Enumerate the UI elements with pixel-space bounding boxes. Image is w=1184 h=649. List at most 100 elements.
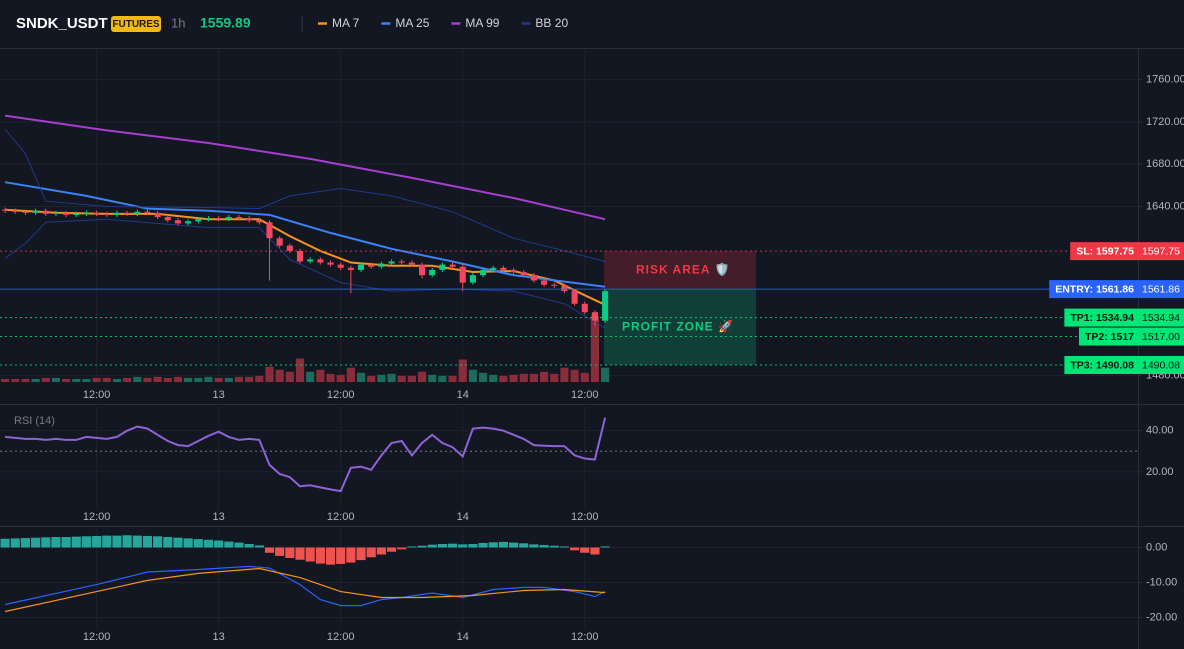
candle-body [591, 312, 598, 321]
candle-body [459, 266, 466, 283]
y-tick-label: 20.00 [1146, 466, 1174, 478]
macd-histogram [468, 544, 478, 548]
macd-histogram [81, 536, 92, 548]
macd-histogram [427, 544, 437, 548]
macd-histogram [580, 547, 590, 553]
candle-body [510, 269, 517, 273]
level-label: SL: 1597.75 [1076, 245, 1134, 257]
volume-bar [245, 376, 254, 382]
level-label-bg [1064, 355, 1138, 374]
volume-bar [31, 378, 40, 382]
macd-histogram [366, 547, 376, 558]
badge-bg [111, 16, 161, 32]
volume-bar [519, 373, 528, 382]
y-tick-label: 1680.00 [1146, 158, 1184, 170]
volume-bar [438, 375, 447, 382]
volume-bar [601, 367, 610, 382]
macd-histogram [20, 538, 31, 548]
x-tick-label: 13 [213, 389, 225, 401]
volume-bar [316, 369, 325, 382]
y-tick-label: 1720.00 [1146, 116, 1184, 128]
level-axis-bg [1138, 308, 1184, 327]
candle-body [541, 280, 548, 285]
macd-histogram [112, 535, 122, 548]
volume-bar [285, 371, 294, 382]
macd-histogram [224, 541, 234, 548]
macd-histogram [336, 547, 346, 564]
zone [604, 251, 756, 290]
volume-bar [570, 369, 579, 382]
x-tick-label: 12:00 [327, 511, 355, 523]
rsi-line [5, 417, 607, 493]
volume-bar [407, 375, 416, 382]
volume-bar [478, 372, 488, 382]
candle-body [205, 218, 212, 220]
volume-bar [377, 374, 386, 382]
volume-bar [560, 367, 569, 382]
y-tick-label: 1640.00 [1146, 200, 1184, 212]
macd-histogram [488, 542, 498, 548]
macd-histogram [325, 547, 336, 565]
volume-bar [62, 378, 71, 382]
level-label-bg [1049, 280, 1138, 299]
level-axis-bg [1138, 242, 1184, 261]
volume-bar [255, 375, 264, 382]
macd-histogram [295, 547, 305, 560]
y-tick-label: 0.00 [1146, 541, 1167, 553]
x-tick-label: 12:00 [327, 389, 355, 401]
macd-histogram [142, 535, 153, 548]
macd-histogram [508, 542, 519, 548]
candle-body [93, 212, 100, 214]
volume-bar [346, 367, 355, 382]
volume-bar [448, 375, 457, 382]
macd-histogram [264, 547, 275, 553]
legend-label: MA 99 [465, 16, 499, 30]
macd-histogram [315, 547, 325, 564]
macd-histogram [407, 546, 417, 548]
candle-body [2, 209, 9, 211]
candle-body [500, 267, 507, 270]
volume-bar [41, 377, 50, 382]
macd-histogram [590, 547, 600, 555]
volume-bar [123, 377, 132, 382]
zone-label: RISK AREA 🛡️ [636, 262, 730, 276]
x-tick-label: 12:00 [571, 389, 599, 401]
last-price: 1559.89 [200, 15, 251, 31]
level-tag: 1561.86 ENTRY: 1561.86 [1049, 280, 1184, 299]
level-axis-label: 1597.75 [1142, 245, 1180, 257]
zone-label: PROFIT ZONE 🚀 [622, 319, 734, 333]
candle-body [256, 220, 263, 223]
macd-histogram [559, 546, 569, 548]
candle-body [286, 245, 293, 251]
volume-bar [153, 376, 162, 382]
macd-histogram [132, 535, 142, 548]
volume-bar [428, 374, 437, 382]
candle-body [113, 212, 121, 215]
badge: FUTURES [112, 19, 160, 30]
macd-histogram [600, 546, 610, 548]
level-axis-bg [1138, 327, 1184, 346]
macd-histogram [285, 547, 295, 558]
volume-bar [580, 372, 589, 382]
macd-histogram [386, 547, 397, 552]
candle-body [42, 210, 49, 214]
level-label: ENTRY: 1561.86 [1055, 283, 1134, 295]
level-axis-label: 1534.94 [1142, 312, 1180, 324]
candle-body [530, 275, 537, 281]
volume-bar [133, 376, 142, 382]
volume-bar [224, 377, 233, 382]
zone [604, 289, 756, 365]
macd-line [4, 567, 606, 613]
volume-bar [214, 377, 223, 382]
volume-bar [265, 366, 274, 382]
level-label-bg [1070, 242, 1138, 261]
macd-histogram [234, 542, 244, 548]
macd-histogram [447, 543, 458, 548]
macd-histogram [275, 547, 285, 556]
candle-body [337, 264, 344, 268]
macd-histogram [92, 535, 102, 548]
volume-bar [173, 376, 183, 382]
candle-body [429, 269, 436, 276]
x-tick-label: 13 [213, 511, 225, 523]
